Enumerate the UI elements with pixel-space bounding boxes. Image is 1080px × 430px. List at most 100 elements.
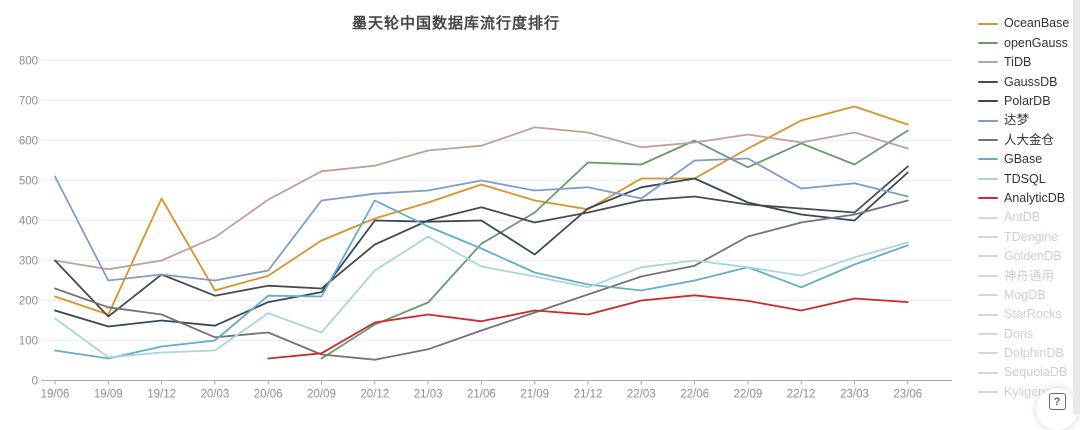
legend-swatch-icon [978, 197, 998, 200]
legend-item-人大金仓[interactable]: 人大金仓 [978, 130, 1074, 149]
legend-swatch-icon [978, 294, 998, 297]
legend-item-Doris[interactable]: Doris [978, 324, 1074, 343]
legend-swatch-icon [978, 80, 998, 83]
x-axis-tick-label: 19/06 [41, 389, 70, 401]
chart-legend: OceanBase openGauss TiDB GaussDB PolarDB 达梦人大… [978, 14, 1074, 402]
legend-swatch-icon [978, 391, 998, 394]
chart-container: 墨天轮中国数据库流行度排行 0 100 200 300 400 500 600 700 800 1… [18, 0, 1080, 414]
x-axis-tick-label: 20/06 [254, 389, 283, 401]
legend-swatch-icon [978, 119, 998, 122]
y-axis-tick-label: 500 [19, 176, 38, 188]
x-axis-tick-label: 20/03 [201, 389, 230, 401]
x-axis-tick-label: 21/12 [574, 389, 603, 401]
legend-item-StarRocks[interactable]: StarRocks [978, 305, 1074, 324]
x-axis-tick-label: 23/03 [840, 389, 869, 401]
legend-label: StarRocks [1004, 307, 1062, 322]
legend-label: OceanBase [1004, 16, 1070, 31]
y-axis-tick-label: 700 [19, 96, 38, 108]
series-line-openGauss [320, 129, 909, 360]
legend-item-openGauss[interactable]: openGauss [978, 33, 1074, 52]
legend-item-OceanBase[interactable]: OceanBase [978, 14, 1074, 33]
y-axis-tick-label: 300 [19, 256, 38, 268]
x-axis-tick-label: 19/12 [147, 389, 176, 401]
legend-item-PolarDB[interactable]: PolarDB [978, 92, 1074, 111]
legend-label: TiDB [1004, 55, 1032, 70]
legend-item-GaussDB[interactable]: GaussDB [978, 72, 1074, 91]
legend-item-TDSQL[interactable]: TDSQL [978, 169, 1074, 188]
legend-item-达梦[interactable]: 达梦 [978, 111, 1074, 130]
legend-label: DolphinDB [1004, 346, 1064, 361]
x-axis-tick-label: 21/03 [414, 389, 443, 401]
legend-label: TDengine [1004, 229, 1059, 244]
legend-item-GoldenDB[interactable]: GoldenDB [978, 247, 1074, 266]
legend-swatch-icon [978, 22, 998, 25]
legend-swatch-icon [978, 139, 998, 142]
legend-swatch-icon [978, 42, 998, 45]
legend-swatch-icon [978, 352, 998, 355]
series-line-PolarDB [54, 171, 909, 328]
x-axis-tick-label: 19/09 [94, 389, 123, 401]
y-axis-tick-label: 200 [19, 296, 38, 308]
legend-item-TiDB[interactable]: TiDB [978, 53, 1074, 72]
legend-label: GBase [1004, 152, 1043, 167]
help-button[interactable]: ? [1036, 388, 1078, 430]
legend-item-SequoiaDB[interactable]: SequoiaDB [978, 363, 1074, 382]
x-axis-tick-label: 20/12 [360, 389, 389, 401]
legend-label: TDSQL [1004, 171, 1046, 186]
x-axis-tick-label: 22/09 [734, 389, 763, 401]
series-line-达梦 [54, 157, 909, 282]
x-axis-tick-label: 21/09 [520, 389, 549, 401]
y-axis-tick-label: 600 [19, 136, 38, 148]
legend-label: MogDB [1004, 287, 1046, 302]
legend-item-AntDB[interactable]: AntDB [978, 208, 1074, 227]
x-axis-tick-label: 22/06 [680, 389, 709, 401]
legend-swatch-icon [978, 371, 998, 374]
chart-title: 墨天轮中国数据库流行度排行 [351, 15, 560, 32]
x-axis-tick-label: 21/06 [467, 389, 496, 401]
legend-swatch-icon [978, 158, 998, 161]
question-mark-icon: ? [1048, 393, 1066, 410]
y-axis-tick-label: 400 [19, 216, 38, 228]
x-axis-tick-label: 22/12 [787, 389, 816, 401]
legend-item-GBase[interactable]: GBase [978, 150, 1074, 169]
legend-swatch-icon [978, 274, 998, 277]
legend-label: AnalyticDB [1004, 190, 1066, 205]
legend-label: SequoiaDB [1004, 365, 1068, 380]
legend-item-神舟通用[interactable]: 神舟通用 [978, 266, 1074, 285]
legend-label: openGauss [1004, 35, 1068, 50]
legend-item-DolphinDB[interactable]: DolphinDB [978, 344, 1074, 363]
legend-item-AnalyticDB[interactable]: AnalyticDB [978, 189, 1074, 208]
x-axis-tick-label: 23/06 [893, 389, 922, 401]
legend-swatch-icon [978, 255, 998, 258]
series-line-TDSQL [54, 235, 909, 359]
series-line-GBase [54, 199, 909, 360]
legend-label: AntDB [1004, 210, 1041, 225]
legend-label: 神舟通用 [1004, 268, 1055, 283]
legend-item-TDengine[interactable]: TDengine [978, 227, 1074, 246]
legend-swatch-icon [978, 100, 998, 103]
series-line-TiDB [54, 126, 909, 271]
legend-label: 达梦 [1004, 113, 1030, 128]
legend-swatch-icon [978, 216, 998, 219]
series-line-OceanBase [54, 105, 909, 316]
series-line-人大金仓 [54, 199, 909, 361]
series-line-GaussDB [54, 165, 909, 318]
legend-swatch-icon [978, 313, 998, 316]
line-chart-plot-area: 0 100 200 300 400 500 600 700 800 19/06 19/09 19/12… [19, 56, 952, 401]
legend-label: GoldenDB [1004, 249, 1062, 264]
legend-item-MogDB[interactable]: MogDB [978, 285, 1074, 304]
legend-swatch-icon [978, 332, 998, 335]
series-line-AnalyticDB [267, 294, 909, 360]
legend-label: 人大金仓 [1004, 132, 1055, 147]
legend-swatch-icon [978, 235, 998, 238]
legend-label: PolarDB [1004, 94, 1051, 108]
y-axis-tick-label: 100 [19, 336, 38, 348]
legend-swatch-icon [978, 61, 998, 64]
y-axis-tick-label: 800 [19, 56, 38, 68]
x-axis-tick-label: 22/03 [627, 389, 656, 401]
legend-swatch-icon [978, 177, 998, 180]
y-axis-tick-label: 0 [32, 376, 38, 388]
legend-label: Doris [1004, 326, 1034, 341]
legend-label: GaussDB [1004, 74, 1058, 89]
scrollbar-track[interactable] [1073, 0, 1080, 414]
